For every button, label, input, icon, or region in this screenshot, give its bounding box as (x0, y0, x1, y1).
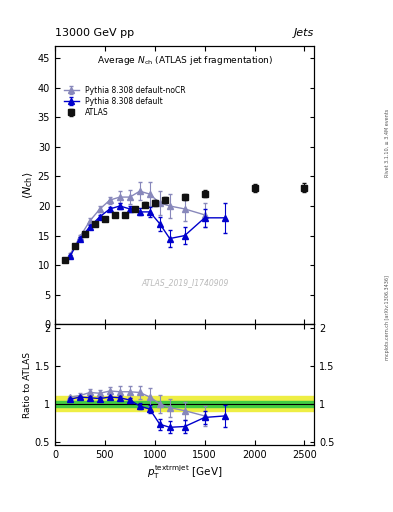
Legend: Pythia 8.308 default-noCR, Pythia 8.308 default, ATLAS: Pythia 8.308 default-noCR, Pythia 8.308 … (61, 83, 188, 119)
X-axis label: $p_{\rm T}^{\rm textrm{jet}}$ [GeV]: $p_{\rm T}^{\rm textrm{jet}}$ [GeV] (147, 463, 222, 481)
Bar (55, 401, 314, 407)
Text: Jets: Jets (294, 28, 314, 38)
Bar (55, 396, 314, 412)
Text: Rivet 3.1.10, ≥ 3.4M events: Rivet 3.1.10, ≥ 3.4M events (385, 109, 389, 178)
Y-axis label: Ratio to ATLAS: Ratio to ATLAS (23, 352, 32, 418)
Text: Average $N_{\rm ch}$ (ATLAS jet fragmentation): Average $N_{\rm ch}$ (ATLAS jet fragment… (97, 54, 273, 68)
Text: 13000 GeV pp: 13000 GeV pp (55, 28, 134, 38)
Y-axis label: $\langle N_{\rm ch}\rangle$: $\langle N_{\rm ch}\rangle$ (21, 172, 35, 199)
Text: mcplots.cern.ch [arXiv:1306.3436]: mcplots.cern.ch [arXiv:1306.3436] (385, 275, 389, 360)
Text: ATLAS_2019_I1740909: ATLAS_2019_I1740909 (141, 278, 228, 287)
